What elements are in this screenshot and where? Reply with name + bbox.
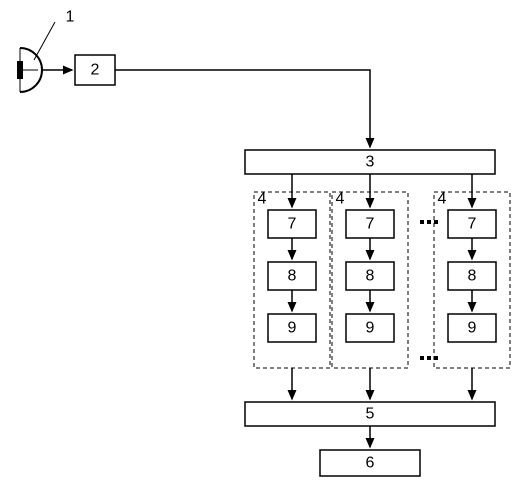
label-7-2: 7 [468,216,477,233]
callout-line [34,22,55,60]
ellipsis-1-1 [427,356,431,360]
ellipsis-1-0 [420,356,424,360]
label-9-0: 9 [288,320,297,337]
label-5: 5 [366,406,375,423]
ellipsis-0-2 [434,220,438,224]
label-8-0: 8 [288,268,297,285]
label-4-1: 4 [336,191,345,208]
edge-2-3 [115,70,370,147]
label-4-2: 4 [438,191,447,208]
label-4-0: 4 [258,191,267,208]
sensor-core [17,61,23,79]
label-7-1: 7 [366,216,375,233]
ellipsis-0-0 [420,220,424,224]
label-3: 3 [366,154,375,171]
label-8-2: 8 [468,268,477,285]
label-2: 2 [91,62,100,79]
label-9-1: 9 [366,320,375,337]
ellipsis-1-2 [434,356,438,360]
label-7-0: 7 [288,216,297,233]
label-1: 1 [66,9,75,26]
label-6: 6 [366,455,375,472]
ellipsis-0-1 [427,220,431,224]
label-8-1: 8 [366,268,375,285]
label-9-2: 9 [468,320,477,337]
